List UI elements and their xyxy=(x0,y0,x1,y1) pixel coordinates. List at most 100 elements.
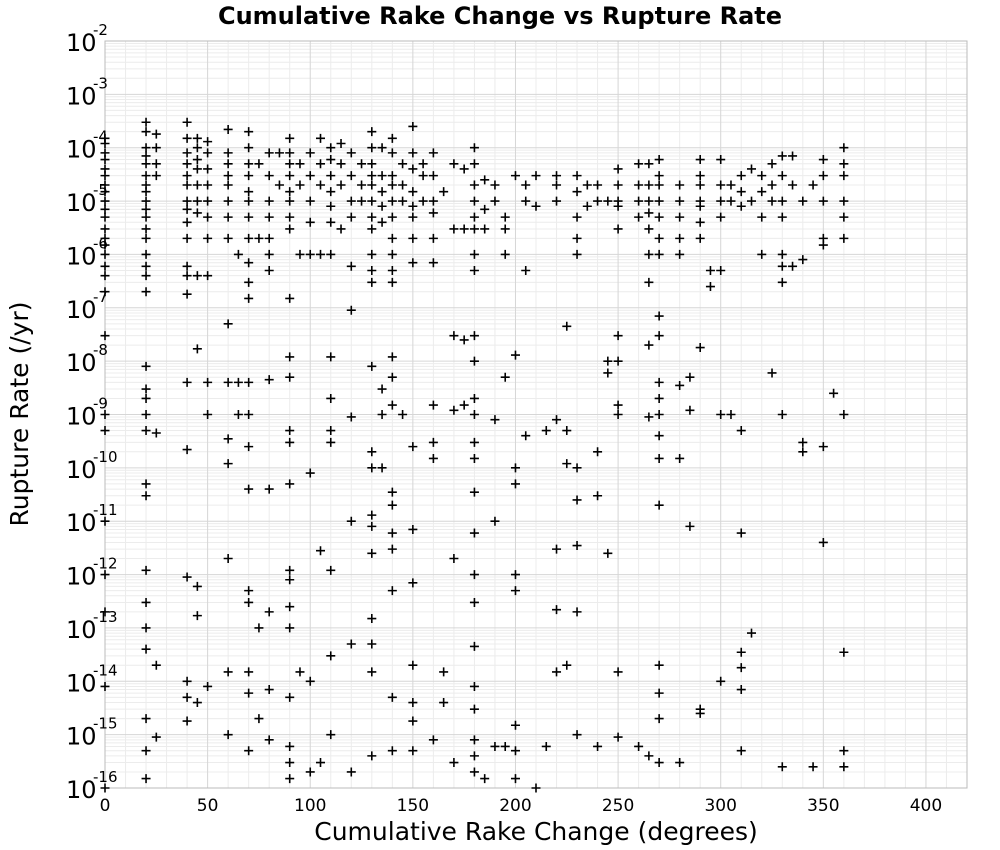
data-point xyxy=(572,171,582,181)
data-point xyxy=(182,261,192,271)
data-point xyxy=(613,356,623,366)
data-point xyxy=(675,212,685,222)
data-point xyxy=(254,623,264,633)
data-point xyxy=(223,148,233,158)
data-point xyxy=(244,442,254,452)
data-point xyxy=(192,271,202,281)
data-point xyxy=(644,208,654,218)
data-point xyxy=(367,667,377,677)
data-point xyxy=(480,224,490,234)
data-point xyxy=(244,127,254,137)
data-point xyxy=(439,698,449,708)
data-point xyxy=(100,171,110,181)
data-point xyxy=(151,129,161,139)
data-point xyxy=(387,500,397,510)
data-point xyxy=(223,667,233,677)
data-point xyxy=(182,716,192,726)
data-point xyxy=(634,159,644,169)
data-point xyxy=(192,180,202,190)
data-point xyxy=(572,495,582,505)
data-point xyxy=(141,479,151,489)
data-point xyxy=(654,180,664,190)
data-point xyxy=(141,204,151,214)
y-axis-ticks: 10-210-310-410-510-610-710-810-910-1010-… xyxy=(66,21,118,804)
data-point xyxy=(387,133,397,143)
data-point xyxy=(367,127,377,137)
data-point xyxy=(469,570,479,580)
data-point xyxy=(377,187,387,197)
data-point xyxy=(100,224,110,234)
data-point xyxy=(839,159,849,169)
data-point xyxy=(798,447,808,457)
data-point xyxy=(377,171,387,181)
data-point xyxy=(305,767,315,777)
data-point xyxy=(654,410,664,419)
data-point xyxy=(593,180,603,190)
data-point xyxy=(285,293,295,303)
data-point xyxy=(223,554,233,564)
data-point xyxy=(100,138,110,148)
data-point xyxy=(613,180,623,190)
data-point xyxy=(521,196,531,206)
data-point xyxy=(244,233,254,243)
data-point xyxy=(418,171,428,181)
data-point xyxy=(654,171,664,181)
data-point xyxy=(572,249,582,259)
data-point xyxy=(552,605,562,615)
data-point xyxy=(408,442,418,452)
data-point xyxy=(336,159,346,169)
data-point xyxy=(264,233,274,243)
data-point xyxy=(469,751,479,761)
data-point xyxy=(141,171,151,181)
data-point xyxy=(634,212,644,222)
data-point xyxy=(182,692,192,702)
data-point xyxy=(654,155,664,165)
data-point xyxy=(264,171,274,181)
y-tick-exponent: -12 xyxy=(93,555,118,573)
data-point xyxy=(233,410,243,419)
data-point xyxy=(100,155,110,165)
data-point xyxy=(223,434,233,444)
data-point xyxy=(839,212,849,222)
y-tick-label: 10 xyxy=(66,403,97,431)
data-point xyxy=(675,180,685,190)
data-point xyxy=(100,287,110,297)
data-point xyxy=(593,196,603,206)
y-tick-label: 10 xyxy=(66,136,97,164)
data-point xyxy=(469,265,479,275)
data-point xyxy=(295,159,305,169)
data-point xyxy=(613,164,623,174)
data-point xyxy=(326,143,336,153)
data-point xyxy=(469,249,479,259)
data-point xyxy=(182,445,192,455)
data-point xyxy=(182,204,192,214)
data-point xyxy=(100,249,110,259)
data-point xyxy=(346,196,356,206)
data-point xyxy=(490,516,500,526)
data-point xyxy=(716,196,726,206)
data-point xyxy=(367,277,377,287)
data-point xyxy=(398,410,408,419)
data-point xyxy=(705,265,715,275)
data-point xyxy=(490,196,500,206)
y-tick-exponent: -2 xyxy=(93,21,108,39)
data-point xyxy=(808,180,818,190)
data-point xyxy=(449,554,459,564)
data-point xyxy=(480,175,490,185)
data-point xyxy=(316,159,325,169)
data-point xyxy=(223,459,233,469)
data-point xyxy=(151,143,161,153)
data-point xyxy=(100,607,110,617)
data-point xyxy=(593,447,603,457)
data-point xyxy=(788,180,798,190)
data-point xyxy=(223,377,233,387)
data-point xyxy=(716,410,726,419)
data-point xyxy=(418,196,428,206)
data-point xyxy=(644,224,654,234)
data-point xyxy=(757,187,767,197)
data-point xyxy=(613,410,623,419)
x-tick-label: 200 xyxy=(499,796,531,816)
data-point xyxy=(285,437,295,447)
data-point xyxy=(552,415,562,425)
